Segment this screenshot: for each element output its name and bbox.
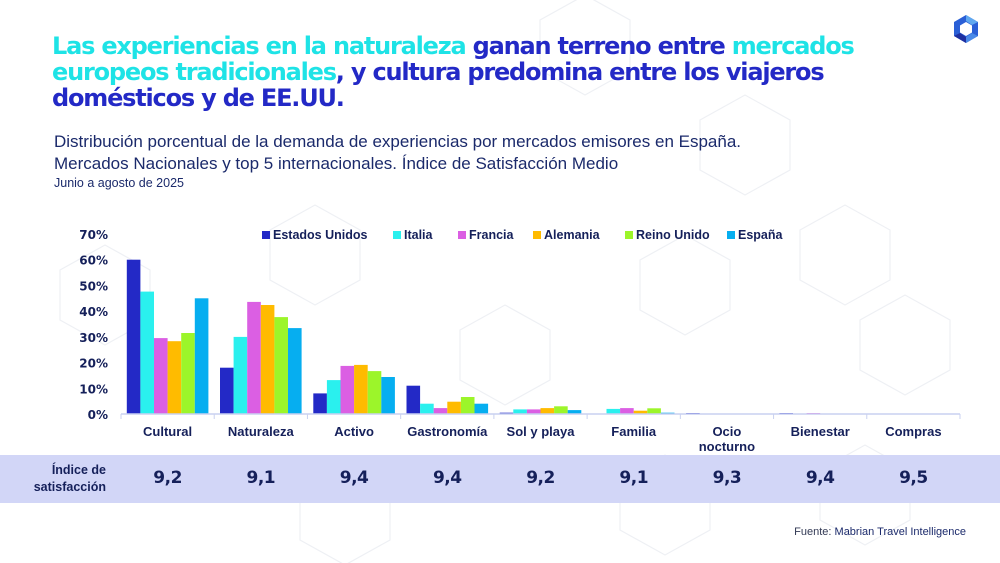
satisfaction-value: 9,4 <box>432 468 462 488</box>
satisfaction-value: 9,2 <box>153 468 182 488</box>
bar-alemania-5 <box>633 410 648 414</box>
bar-francia-3 <box>433 408 448 414</box>
y-tick-label: 30% <box>79 331 108 345</box>
satisfaction-value: 9,2 <box>526 468 555 488</box>
bar-reino-unido-5 <box>647 408 661 414</box>
legend-label: Reino Unido <box>636 228 710 242</box>
x-tick-label: Familia <box>611 424 657 439</box>
bar-italia-5 <box>606 408 621 414</box>
satisfaction-value: 9,1 <box>619 468 649 488</box>
bar-francia-2 <box>340 365 355 414</box>
bar-italia-0 <box>140 291 154 414</box>
subtitle-line-1: Distribución porcentual de la demanda de… <box>54 132 741 151</box>
y-tick-label: 20% <box>79 357 108 371</box>
bar-francia-0 <box>154 338 168 414</box>
legend-label: Estados Unidos <box>273 228 368 242</box>
bars <box>126 259 821 414</box>
bar-italia-4 <box>513 409 527 414</box>
satisfaction-value: 9,5 <box>899 468 928 488</box>
y-tick-label: 50% <box>79 279 108 293</box>
chart-legend: Estados Unidos Italia Francia Alemania Reino… <box>262 228 784 242</box>
x-axis: Cultural Naturaleza Activo Gastronomía Sol y… <box>120 413 961 454</box>
period-label: Junio a agosto de 2025 <box>54 176 184 190</box>
title-text-1: ganan terreno entre <box>465 32 732 60</box>
bar-alemania-1 <box>260 305 275 414</box>
bar-alemania-2 <box>354 364 368 414</box>
page-title: Las experiencias en la naturaleza ganan … <box>52 33 872 111</box>
bar-francia-1 <box>247 301 261 414</box>
legend-swatch <box>727 231 735 239</box>
bar-alemania-0 <box>167 341 182 414</box>
x-tick-label: Activo <box>334 424 374 439</box>
bar-francia-5 <box>620 408 634 414</box>
title-text-2: , y cultura predomina entre los viajeros… <box>52 58 825 112</box>
legend-swatch <box>625 231 633 239</box>
bar-alemania-3 <box>447 401 461 414</box>
bar-españa-2 <box>381 377 395 414</box>
bar-italia-3 <box>420 403 434 414</box>
legend-swatch <box>533 231 541 239</box>
source-name: Mabrian Travel Intelligence <box>834 526 966 538</box>
x-tick-label: Sol y playa <box>507 424 576 439</box>
y-tick-label: 60% <box>79 254 108 268</box>
bar-alemania-4 <box>540 408 555 414</box>
y-tick-label: 40% <box>79 305 108 319</box>
bar-reino-unido-0 <box>181 333 195 414</box>
bar-reino-unido-1 <box>274 317 288 414</box>
legend-label: Alemania <box>544 228 601 242</box>
source-note: Fuente: Mabrian Travel Intelligence <box>794 526 966 538</box>
x-tick-label: Naturaleza <box>228 424 295 439</box>
bar-estados-unidos-0 <box>126 259 141 414</box>
legend-swatch <box>458 231 466 239</box>
y-axis: 0% 10% 20% 30% 40% 50% 60% 70% <box>79 228 108 422</box>
bar-españa-1 <box>288 328 302 414</box>
satisfaction-label: Índice de satisfacción <box>33 463 106 494</box>
bar-italia-2 <box>326 380 341 414</box>
subtitle-line-2: Mercados Nacionales y top 5 internaciona… <box>54 154 619 173</box>
satisfaction-value: 9,4 <box>805 468 835 488</box>
satisfaction-band <box>0 455 1000 503</box>
bar-reino-unido-3 <box>460 397 475 414</box>
legend-swatch <box>393 231 401 239</box>
x-tick-label: Bienestar <box>791 424 850 439</box>
title-highlight-2: mercados europeos tradicionales <box>52 32 855 86</box>
y-tick-label: 0% <box>88 408 108 422</box>
x-tick-label: Ocio <box>712 424 741 439</box>
bar-españa-0 <box>194 298 209 414</box>
y-tick-label: 70% <box>79 228 108 242</box>
y-tick-label: 10% <box>79 382 108 396</box>
title-highlight-1: Las experiencias en la naturaleza <box>52 32 467 60</box>
bar-estados-unidos-2 <box>313 393 327 414</box>
hexagon-logo-icon <box>954 15 978 43</box>
satisfaction-value: 9,3 <box>712 468 742 488</box>
x-tick-label: Compras <box>885 424 941 439</box>
satisfaction-value: 9,4 <box>339 468 369 488</box>
legend-label: Francia <box>469 228 515 242</box>
bar-francia-4 <box>526 409 541 414</box>
chart-subtitle: Distribución porcentual de la demanda de… <box>54 131 741 175</box>
legend-label: España <box>738 228 784 242</box>
legend-label: Italia <box>404 228 434 242</box>
x-tick-label: nocturno <box>699 439 755 454</box>
x-tick-label: Gastronomía <box>407 424 488 439</box>
bar-estados-unidos-1 <box>220 367 234 414</box>
bar-españa-3 <box>474 403 489 414</box>
bar-chart: Estados Unidos Italia Francia Alemania Reino… <box>79 228 961 454</box>
bar-reino-unido-2 <box>367 371 382 414</box>
bar-estados-unidos-3 <box>406 385 421 414</box>
bar-reino-unido-4 <box>554 406 568 414</box>
satisfaction-value: 9,1 <box>246 468 276 488</box>
x-tick-label: Cultural <box>143 424 192 439</box>
bar-italia-1 <box>233 336 248 414</box>
bar-españa-4 <box>567 410 582 414</box>
legend-swatch <box>262 231 270 239</box>
